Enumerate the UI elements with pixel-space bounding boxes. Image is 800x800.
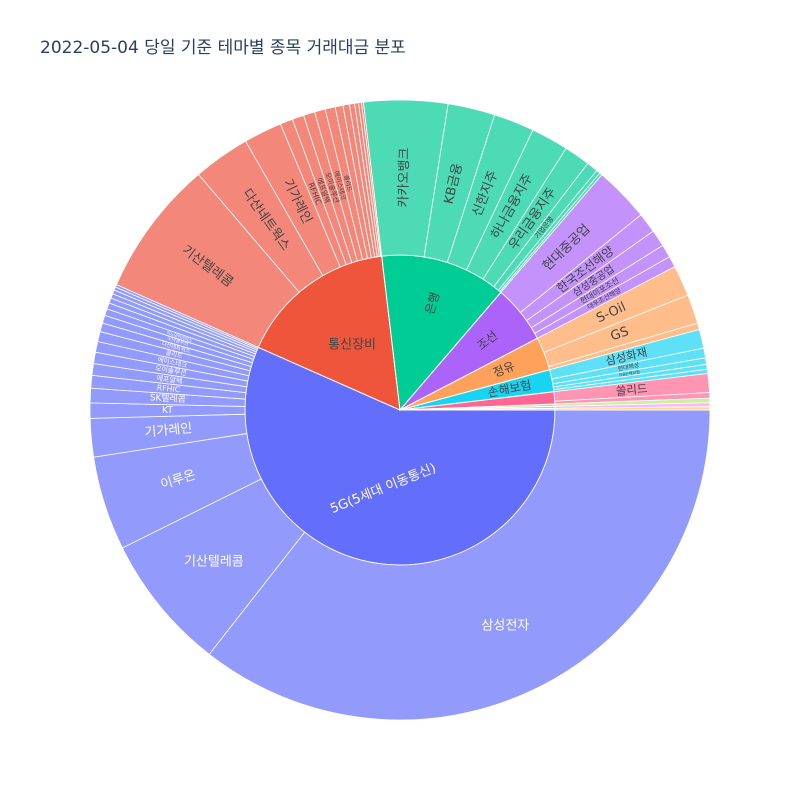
stock-label-0-7: 에프알텍 (156, 373, 183, 385)
stock-label-0-0: 삼성전자 (481, 618, 529, 633)
stock-label-0-5: SK텔레콤 (150, 391, 186, 405)
stock-label-5-1: 현대해상 (617, 361, 640, 373)
stock-segment-9-0[interactable] (554, 406, 711, 411)
stock-label-4-1: GS (609, 324, 631, 344)
theme-label-2: 은행 (422, 290, 443, 316)
theme-label-1: 통신장비 (328, 338, 376, 353)
stock-label-2-0: 카카오뱅크 (396, 147, 412, 207)
stock-ring (89, 99, 711, 721)
stock-segment-0-0[interactable] (208, 409, 711, 721)
stock-label-6-0: 쏠리드 (615, 381, 648, 398)
stock-label-0-3: 기가레인 (144, 421, 193, 440)
theme-ring (244, 254, 556, 566)
chart-title: 2022-05-04 당일 기준 테마별 종목 거래대금 분포 (40, 38, 406, 58)
stock-label-0-10: 쏠리드 (165, 349, 184, 361)
stock-label-1-7: 쏠리드 (342, 174, 354, 193)
stock-label-0-6: RFHIC (156, 383, 180, 394)
stock-label-0-4: KT (162, 405, 173, 416)
stock-label-0-1: 기산텔레콤 (184, 554, 244, 569)
stock-label-5-2: DB손해보험 (619, 368, 641, 377)
